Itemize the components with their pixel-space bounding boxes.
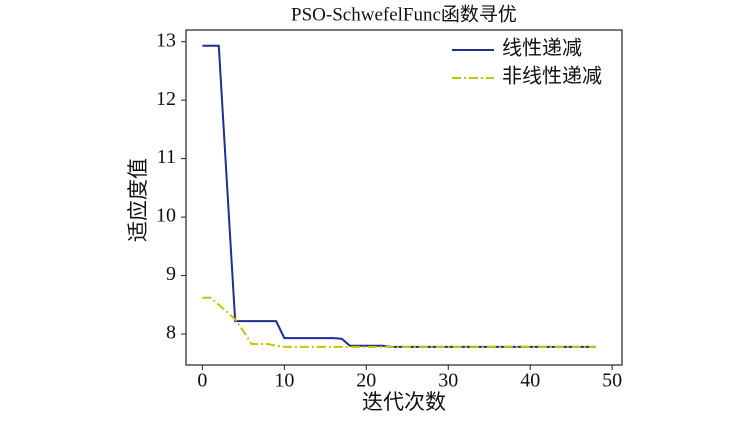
x-tick-label: 20 bbox=[356, 370, 376, 392]
x-tick-label: 50 bbox=[602, 370, 622, 392]
y-tick-label: 12 bbox=[156, 88, 176, 110]
y-tick-label: 13 bbox=[156, 29, 176, 51]
y-tick-label: 8 bbox=[166, 322, 176, 344]
x-tick-label: 40 bbox=[520, 370, 540, 392]
y-tick-label: 11 bbox=[157, 146, 176, 168]
plot-frame bbox=[185, 29, 623, 366]
y-axis-label: 适应度值 bbox=[126, 158, 150, 242]
y-tick-label: 9 bbox=[166, 263, 176, 285]
chart-title: PSO-SchwefelFunc函数寻优 bbox=[291, 3, 517, 25]
x-axis-label: 迭代次数 bbox=[362, 390, 446, 414]
data-line bbox=[202, 296, 596, 348]
y-tick-label: 10 bbox=[156, 205, 176, 227]
legend-label: 非线性递减 bbox=[502, 65, 602, 88]
x-tick-label: 0 bbox=[197, 370, 207, 392]
data-line bbox=[202, 44, 596, 348]
x-tick-label: 10 bbox=[274, 370, 294, 392]
x-tick-label: 30 bbox=[438, 370, 458, 392]
legend-label: 线性递减 bbox=[502, 37, 582, 60]
